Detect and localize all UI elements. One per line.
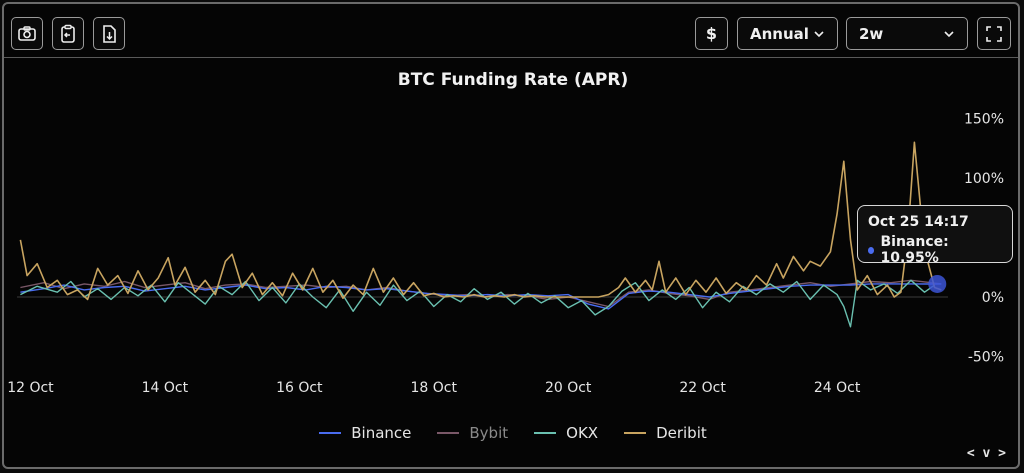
legend-swatch xyxy=(437,432,460,434)
y-tick-label: 100% xyxy=(964,171,1004,187)
currency-button[interactable]: $ xyxy=(695,17,728,50)
series-line-okx xyxy=(20,279,936,328)
legend-label: OKX xyxy=(566,424,599,442)
x-tick-label: 20 Oct xyxy=(545,380,592,396)
tooltip-row: Binance: 10.95% xyxy=(868,234,1002,266)
hover-tooltip: Oct 25 14:17 Binance: 10.95% xyxy=(857,205,1013,266)
chart-title: BTC Funding Rate (APR) xyxy=(397,70,629,90)
legend-label: Deribit xyxy=(656,424,707,442)
legend-label: Binance xyxy=(351,424,412,442)
series-line-deribit xyxy=(19,141,942,301)
tooltip-series-dot xyxy=(868,246,875,254)
fullscreen-button[interactable] xyxy=(977,17,1011,50)
series-line-binance xyxy=(20,283,942,310)
legend-item-okx[interactable]: OKX xyxy=(534,424,598,442)
chart-toolbar: $ Annual 2w xyxy=(4,4,1018,58)
currency-label: $ xyxy=(705,24,718,43)
x-tick-label: 18 Oct xyxy=(411,380,458,396)
legend-label: Bybit xyxy=(469,424,509,442)
legend-item-deribit[interactable]: Deribit xyxy=(624,424,707,442)
file-download-icon xyxy=(103,24,116,43)
x-tick-label: 12 Oct xyxy=(7,380,54,396)
legend-item-bybit[interactable]: Bybit xyxy=(437,424,508,442)
download-button[interactable] xyxy=(93,17,125,50)
legend-item-binance[interactable]: Binance xyxy=(319,424,411,442)
legend-swatch xyxy=(624,432,647,434)
legend-pager[interactable]: < v > xyxy=(966,446,1006,461)
legend-swatch xyxy=(534,432,557,434)
tooltip-time: Oct 25 14:17 xyxy=(868,214,969,230)
funding-rate-plot: 150% 100% 0% -50% 12 Oct 14 Oct 16 Oct 18 Oct 2… xyxy=(7,112,1004,397)
period-select-value: Annual xyxy=(750,24,809,43)
legend-swatch xyxy=(319,432,342,434)
x-tick-label: 22 Oct xyxy=(679,380,726,396)
chart-legend: Binance Bybit OKX Deribit xyxy=(4,424,1022,442)
x-tick-label: 14 Oct xyxy=(142,380,189,396)
y-tick-label: 150% xyxy=(964,112,1004,128)
range-select-value: 2w xyxy=(859,24,884,43)
copy-button[interactable] xyxy=(52,17,84,50)
chevron-down-icon xyxy=(944,30,954,37)
clipboard-icon xyxy=(61,24,75,43)
chevron-down-icon xyxy=(814,30,824,37)
fullscreen-icon xyxy=(986,25,1002,42)
hover-point-marker xyxy=(928,274,947,293)
y-tick-label: -50% xyxy=(968,350,1004,366)
range-select[interactable]: 2w xyxy=(846,17,968,50)
y-tick-label: 0% xyxy=(982,290,1004,306)
tooltip-value-text: Binance: 10.95% xyxy=(880,234,949,266)
x-tick-label: 16 Oct xyxy=(276,380,323,396)
x-tick-label: 24 Oct xyxy=(814,380,861,396)
period-select[interactable]: Annual xyxy=(737,17,838,50)
screenshot-button[interactable] xyxy=(11,17,43,50)
camera-icon xyxy=(18,25,36,41)
